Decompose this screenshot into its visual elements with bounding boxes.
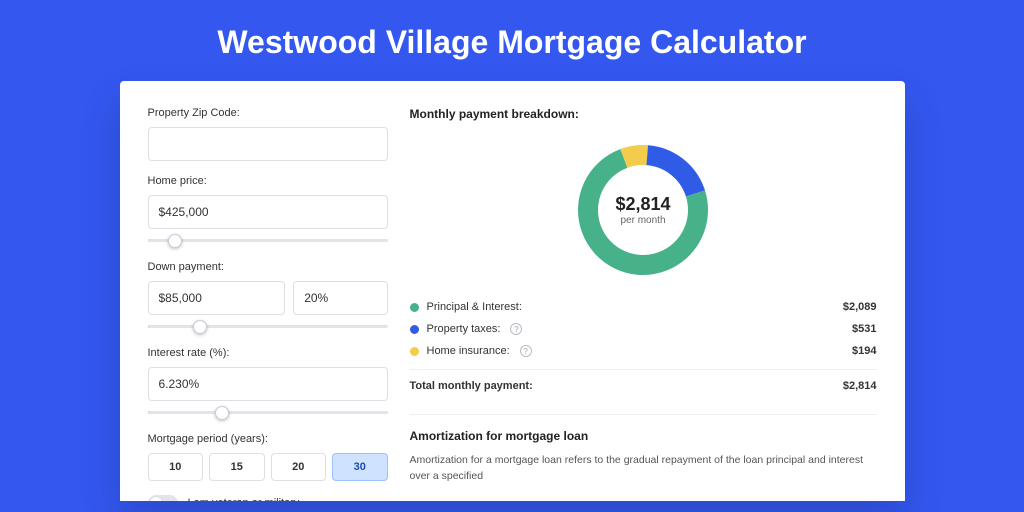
legend-dot xyxy=(410,303,419,312)
legend: Principal & Interest: $2,089 Property taxe… xyxy=(410,301,877,392)
legend-value: $2,089 xyxy=(843,301,877,313)
legend-label: Home insurance: xyxy=(427,345,510,357)
legend-value: $194 xyxy=(852,345,876,357)
amortization-text: Amortization for a mortgage loan refers … xyxy=(410,453,877,485)
total-value: $2,814 xyxy=(843,380,877,392)
interest-rate-input[interactable] xyxy=(148,367,388,401)
down-payment-amount-input[interactable] xyxy=(148,281,286,315)
legend-dot xyxy=(410,347,419,356)
legend-row: Principal & Interest: $2,089 xyxy=(410,301,877,313)
zip-label: Property Zip Code: xyxy=(148,107,388,119)
legend-row: Property taxes:? $531 xyxy=(410,323,877,335)
page-title: Westwood Village Mortgage Calculator xyxy=(0,0,1024,81)
down-payment-field: Down payment: xyxy=(148,261,388,333)
zip-input[interactable] xyxy=(148,127,388,161)
info-icon[interactable]: ? xyxy=(520,345,532,357)
down-payment-label: Down payment: xyxy=(148,261,388,273)
veteran-row: I am veteran or military xyxy=(148,495,388,501)
period-button-30[interactable]: 30 xyxy=(332,453,388,481)
total-label: Total monthly payment: xyxy=(410,380,533,392)
breakdown-title: Monthly payment breakdown: xyxy=(410,107,877,121)
breakdown-panel: Monthly payment breakdown: $2,814 per mo… xyxy=(410,107,877,501)
info-icon[interactable]: ? xyxy=(510,323,522,335)
calculator-card: Property Zip Code: Home price: Down paym… xyxy=(120,81,905,501)
period-button-20[interactable]: 20 xyxy=(271,453,327,481)
veteran-toggle[interactable] xyxy=(148,495,178,501)
legend-value: $531 xyxy=(852,323,876,335)
donut-wrap: $2,814 per month xyxy=(410,137,877,279)
amortization-section: Amortization for mortgage loan Amortizat… xyxy=(410,414,877,485)
interest-rate-slider[interactable] xyxy=(148,411,388,414)
legend-label: Property taxes: xyxy=(427,323,501,335)
donut-holder: $2,814 per month xyxy=(578,145,708,275)
zip-field: Property Zip Code: xyxy=(148,107,388,161)
legend-label: Principal & Interest: xyxy=(427,301,522,313)
home-price-field: Home price: xyxy=(148,175,388,247)
home-price-input[interactable] xyxy=(148,195,388,229)
legend-total-row: Total monthly payment: $2,814 xyxy=(410,369,877,392)
down-payment-percent-input[interactable] xyxy=(293,281,387,315)
period-button-15[interactable]: 15 xyxy=(209,453,265,481)
period-button-10[interactable]: 10 xyxy=(148,453,204,481)
interest-rate-label: Interest rate (%): xyxy=(148,347,388,359)
donut-amount: $2,814 xyxy=(615,194,670,215)
legend-row: Home insurance:? $194 xyxy=(410,345,877,357)
amortization-title: Amortization for mortgage loan xyxy=(410,429,877,443)
veteran-label: I am veteran or military xyxy=(188,497,300,501)
donut-center: $2,814 per month xyxy=(578,145,708,275)
home-price-slider[interactable] xyxy=(148,239,388,242)
input-panel: Property Zip Code: Home price: Down paym… xyxy=(148,107,388,501)
home-price-label: Home price: xyxy=(148,175,388,187)
legend-dot xyxy=(410,325,419,334)
interest-rate-field: Interest rate (%): xyxy=(148,347,388,419)
donut-sub: per month xyxy=(620,215,665,226)
down-payment-slider[interactable] xyxy=(148,325,388,328)
period-label: Mortgage period (years): xyxy=(148,433,388,445)
period-field: Mortgage period (years): 10152030 xyxy=(148,433,388,481)
